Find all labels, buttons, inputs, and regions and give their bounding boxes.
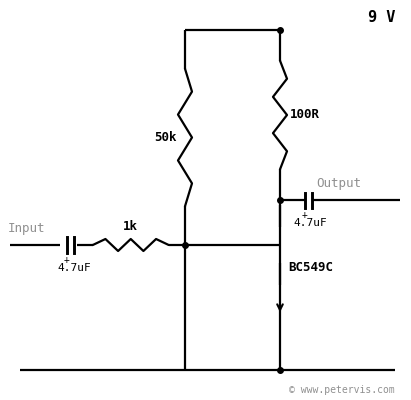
Text: © www.petervis.com: © www.petervis.com bbox=[289, 385, 395, 395]
Text: 4.7uF: 4.7uF bbox=[293, 218, 327, 228]
Text: 100R: 100R bbox=[290, 108, 320, 122]
Text: Output: Output bbox=[316, 177, 362, 190]
Text: +: + bbox=[302, 210, 307, 220]
Text: 50k: 50k bbox=[155, 131, 177, 144]
Text: 4.7uF: 4.7uF bbox=[57, 263, 91, 273]
Text: +: + bbox=[64, 255, 69, 265]
Text: 1k: 1k bbox=[123, 220, 138, 233]
Text: BC549C: BC549C bbox=[288, 261, 333, 274]
Text: Input: Input bbox=[8, 222, 46, 235]
Text: 9 V: 9 V bbox=[367, 10, 395, 25]
